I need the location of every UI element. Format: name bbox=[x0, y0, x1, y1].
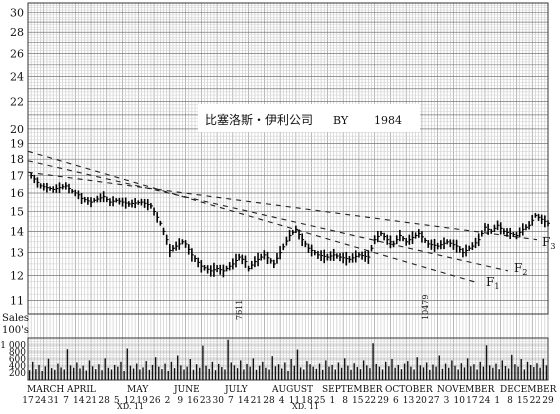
date-label: 12 bbox=[124, 396, 135, 406]
price-tick-label: 15 bbox=[10, 206, 24, 219]
month-label: JUNE bbox=[173, 385, 200, 395]
trendline-label-f2: F2 bbox=[514, 261, 527, 277]
price-bars bbox=[30, 172, 550, 278]
date-label: 29 bbox=[377, 396, 389, 406]
volume-tick-label: 200 bbox=[9, 369, 26, 379]
volume-tick-label: 800 bbox=[9, 348, 26, 358]
date-label: 7 bbox=[228, 396, 234, 406]
date-label: 21 bbox=[86, 396, 97, 406]
date-label: 22 bbox=[530, 396, 541, 406]
title-box bbox=[198, 104, 420, 132]
date-label: 17 bbox=[22, 396, 34, 406]
price-tick-label: 24 bbox=[10, 71, 24, 84]
trendline-label-f3: F3 bbox=[542, 235, 555, 251]
date-label: 17 bbox=[466, 396, 478, 406]
date-label: 7 bbox=[63, 396, 69, 406]
date-label: 28 bbox=[263, 396, 275, 406]
chart-year: 1984 bbox=[374, 114, 402, 127]
price-tick-label: 28 bbox=[10, 26, 24, 39]
date-label: 23 bbox=[200, 396, 212, 406]
chart-axes: 11 12 13 14 15 16 17 18 19 20 22 24 26 28 30 2004006008… bbox=[0, 2, 549, 381]
date-label: 30 bbox=[213, 396, 225, 406]
trendline-f3 bbox=[27, 171, 538, 241]
date-label: 10 bbox=[453, 396, 465, 406]
xd-mark: XD. 11 bbox=[292, 402, 319, 410]
trendline-label-f1: F1 bbox=[486, 275, 499, 291]
volume-annotation: 10479 bbox=[421, 295, 430, 320]
date-label: 24 bbox=[479, 396, 491, 406]
chart-ticker: BY bbox=[333, 114, 349, 127]
price-tick-label: 13 bbox=[10, 247, 24, 260]
volume-annotation: 7611 bbox=[235, 300, 244, 320]
month-label: MAY bbox=[127, 385, 149, 395]
date-label: 9 bbox=[177, 396, 183, 406]
price-tick-label: 19 bbox=[10, 138, 24, 151]
date-label: 4 bbox=[279, 396, 285, 406]
date-label: 11 bbox=[289, 396, 300, 406]
price-tick-label: 18 bbox=[10, 153, 24, 166]
volume-tick-label: 600 bbox=[9, 355, 26, 365]
date-label: 8 bbox=[342, 396, 348, 406]
trendlines: F1 F2 F3 bbox=[27, 150, 555, 291]
price-tick-label: 22 bbox=[10, 96, 24, 109]
volume-tick-label: 1 000 bbox=[0, 341, 26, 351]
date-label: 6 bbox=[393, 396, 399, 406]
date-label: 1 bbox=[330, 396, 336, 406]
xd-mark: XD. 11 bbox=[117, 402, 144, 410]
date-label: 21 bbox=[251, 396, 262, 406]
date-label: 19 bbox=[136, 396, 148, 406]
date-label: 14 bbox=[73, 396, 85, 406]
date-label: 15 bbox=[352, 396, 364, 406]
date-label: 28 bbox=[98, 396, 110, 406]
month-label: DECEMBER bbox=[500, 385, 557, 395]
chart-grid bbox=[27, 2, 549, 381]
volume-axis-label: Sales bbox=[2, 313, 29, 324]
trendline-f1 bbox=[27, 150, 479, 284]
date-label: 16 bbox=[187, 396, 199, 406]
date-label: 27 bbox=[428, 396, 440, 406]
date-label: 14 bbox=[238, 396, 250, 406]
date-label: 3 bbox=[444, 396, 450, 406]
date-label: 26 bbox=[149, 396, 161, 406]
date-label: 25 bbox=[314, 396, 326, 406]
date-label: 31 bbox=[48, 396, 59, 406]
month-label: AUGUST bbox=[271, 385, 313, 395]
month-label: NOVEMBER bbox=[437, 385, 495, 395]
month-label: OCTOBER bbox=[385, 385, 433, 395]
month-label: SEPTEMBER bbox=[322, 385, 383, 395]
date-label: 15 bbox=[517, 396, 529, 406]
chart-title: 比塞洛斯・伊利公司 bbox=[205, 112, 313, 127]
month-label: MARCH bbox=[27, 385, 64, 395]
price-tick-label: 20 bbox=[10, 123, 24, 136]
date-label: 1 bbox=[494, 396, 500, 406]
date-label: 2 bbox=[165, 396, 171, 406]
price-tick-label: 26 bbox=[10, 48, 24, 61]
price-tick-label: 16 bbox=[10, 187, 24, 200]
volume-axis-unit: 100's bbox=[2, 325, 29, 336]
price-tick-label: 17 bbox=[10, 170, 24, 183]
date-label: 24 bbox=[35, 396, 47, 406]
price-tick-label: 11 bbox=[10, 295, 24, 308]
volume-tick-label: 400 bbox=[9, 362, 26, 372]
date-label: 8 bbox=[507, 396, 513, 406]
date-label: 22 bbox=[365, 396, 376, 406]
trendline-f2 bbox=[27, 160, 509, 272]
month-label: APRIL bbox=[66, 385, 96, 395]
date-label: 13 bbox=[403, 396, 415, 406]
price-frame bbox=[27, 2, 549, 315]
date-label: 5 bbox=[114, 396, 120, 406]
date-label: 29 bbox=[542, 396, 554, 406]
date-label: 20 bbox=[415, 396, 427, 406]
month-label: JULY bbox=[224, 385, 249, 395]
price-tick-label: 30 bbox=[10, 6, 24, 19]
price-tick-label: 14 bbox=[10, 225, 24, 238]
price-tick-label: 12 bbox=[10, 270, 24, 283]
volume-bars bbox=[28, 339, 548, 380]
date-label: 18 bbox=[301, 396, 313, 406]
